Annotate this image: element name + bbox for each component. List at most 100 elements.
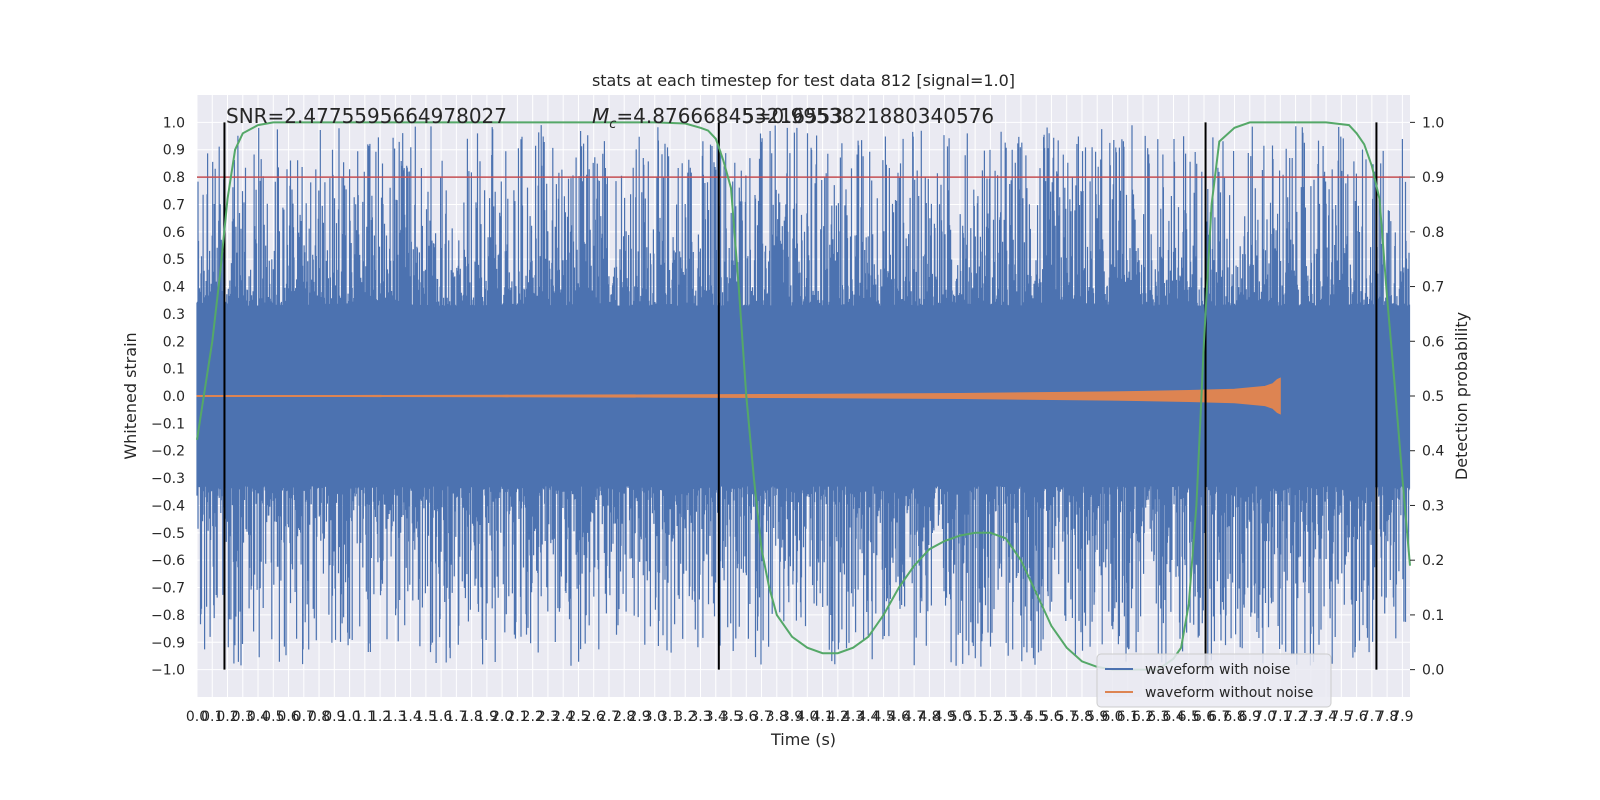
x-tick-label: 7.3	[1300, 709, 1322, 725]
y-tick-label: −0.5	[151, 526, 185, 542]
x-tick-label: 1.6	[430, 709, 452, 725]
x-tick-label: 3.0	[644, 709, 666, 725]
x-tick-label: 5.3	[995, 709, 1017, 725]
x-tick-label: 5.4	[1010, 709, 1032, 725]
x-tick-label: 2.9	[628, 709, 650, 725]
chirp-mass-annotation: Mc=4.876668453216553	[592, 104, 843, 132]
x-tick-label: 1.1	[354, 709, 376, 725]
series-detection-probability	[196, 121, 1411, 671]
x-tick-label: 0.5	[262, 709, 284, 725]
y2-tick-label: 0.9	[1422, 170, 1444, 186]
x-tick-label: 1.8	[461, 709, 483, 725]
x-tick-label: 2.2	[522, 709, 544, 725]
x-tick-label: 6.7	[1208, 709, 1230, 725]
x-tick-label: 2.7	[598, 709, 620, 725]
chart-title: stats at each timestep for test data 812…	[592, 71, 1015, 90]
x-tick-label: 5.2	[979, 709, 1001, 725]
y2-tick-label: 0.7	[1422, 280, 1444, 296]
x-tick-label: 1.3	[384, 709, 406, 725]
x-tick-label: 1.7	[445, 709, 467, 725]
x-axis-ticks: 0.00.10.20.30.40.50.60.70.80.91.01.11.21…	[186, 709, 1414, 725]
x-tick-label: 6.3	[1147, 709, 1169, 725]
x-tick-label: 4.9	[934, 709, 956, 725]
vertical-markers	[223, 122, 1378, 670]
y-tick-label: 0.3	[163, 307, 185, 323]
y2-tick-label: 0.1	[1422, 608, 1444, 624]
x-tick-label: 3.6	[735, 709, 757, 725]
x-tick-label: 4.6	[888, 709, 910, 725]
y-tick-label: −0.8	[151, 608, 185, 624]
chirp-mass-value: =4.876668453216553	[616, 104, 843, 128]
x-tick-label: 2.8	[613, 709, 635, 725]
y-tick-label: −0.9	[151, 635, 185, 651]
y-tick-label: −0.2	[151, 444, 185, 460]
x-tick-label: 0.6	[277, 709, 299, 725]
x-tick-label: 4.0	[796, 709, 818, 725]
x-tick-label: 3.1	[659, 709, 681, 725]
y2-tick-label: 0.8	[1422, 225, 1444, 241]
x-tick-label: 4.1	[811, 709, 833, 725]
y-tick-label: 0.5	[163, 252, 185, 268]
x-tick-label: 3.9	[781, 709, 803, 725]
x-tick-label: 5.8	[1071, 709, 1093, 725]
y-tick-label: −0.4	[151, 498, 185, 514]
chirp-mass-symbol: M	[592, 104, 609, 128]
x-tick-label: 0.8	[308, 709, 330, 725]
x-tick-label: 0.2	[216, 709, 238, 725]
x-tick-label: 5.6	[1040, 709, 1062, 725]
x-tick-label: 3.4	[705, 709, 727, 725]
x-tick-label: 6.8	[1223, 709, 1245, 725]
x-tick-label: 7.8	[1376, 709, 1398, 725]
x-tick-label: 6.6	[1193, 709, 1215, 725]
overlap-annotation: 5=0.9953821880340576	[742, 104, 994, 128]
x-tick-label: 4.7	[903, 709, 925, 725]
y2-tick-label: 0.5	[1422, 389, 1444, 405]
x-tick-label: 4.8	[918, 709, 940, 725]
x-tick-label: 0.3	[232, 709, 254, 725]
y-tick-label: 0.0	[163, 389, 185, 405]
y-tick-label: −0.1	[151, 416, 185, 432]
y2-tick-label: 1.0	[1422, 115, 1444, 131]
noise-trace	[196, 125, 1411, 667]
y2-tick-label: 0.0	[1422, 663, 1444, 679]
x-tick-label: 5.7	[1056, 709, 1078, 725]
snr-annotation: SNR=2.4775595664978027	[226, 104, 507, 128]
x-tick-label: 0.9	[323, 709, 345, 725]
y-axis-ticks: −1.0 −0.9 −0.8 −0.7 −0.6 −0.5 −0.4 −0.3 −0.2 −0.1…	[151, 115, 185, 678]
x-tick-label: 7.5	[1330, 709, 1352, 725]
x-tick-label: 2.1	[506, 709, 528, 725]
x-axis-label: Time (s)	[770, 730, 836, 749]
x-tick-label: 0.0	[186, 709, 208, 725]
x-tick-label: 6.2	[1132, 709, 1154, 725]
x-tick-label: 5.0	[949, 709, 971, 725]
x-tick-label: 1.5	[415, 709, 437, 725]
y-axis-label: Whitened strain	[121, 332, 140, 459]
y2-axis-label: Detection probability	[1452, 312, 1471, 480]
x-tick-label: 2.3	[537, 709, 559, 725]
y-tick-label: 0.4	[163, 280, 185, 296]
x-tick-label: 0.7	[293, 709, 315, 725]
x-tick-label: 3.7	[750, 709, 772, 725]
y-tick-label: −0.7	[151, 581, 185, 597]
y-tick-label: −0.3	[151, 471, 185, 487]
y-tick-label: 0.9	[163, 143, 185, 159]
legend: waveform with noise waveform without noi…	[1096, 653, 1332, 708]
y2-axis-ticks: 0.0 0.1 0.2 0.3 0.4 0.5 0.6 0.7 0.8 0.9 1.0	[1410, 115, 1444, 679]
x-tick-label: 4.2	[827, 709, 849, 725]
clean-waveform-envelope	[196, 377, 1281, 415]
x-tick-label: 5.9	[1086, 709, 1108, 725]
series-waveform-without-noise	[196, 377, 1281, 415]
y-tick-label: 0.1	[163, 362, 185, 378]
x-tick-label: 3.5	[720, 709, 742, 725]
x-tick-label: 6.0	[1101, 709, 1123, 725]
x-tick-label: 6.4	[1162, 709, 1184, 725]
y2-tick-label: 0.4	[1422, 444, 1444, 460]
chirp-mass-subscript: c	[609, 117, 616, 132]
x-tick-label: 7.6	[1345, 709, 1367, 725]
x-tick-label: 7.9	[1391, 709, 1413, 725]
legend-label-waveform-without-noise: waveform without noise	[1145, 685, 1313, 701]
x-tick-label: 6.5	[1178, 709, 1200, 725]
x-tick-label: 0.1	[201, 709, 223, 725]
x-tick-label: 4.5	[872, 709, 894, 725]
